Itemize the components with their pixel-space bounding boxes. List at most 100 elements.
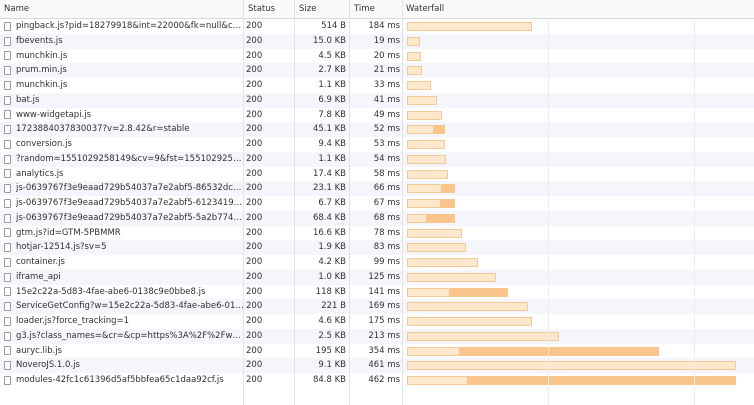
table-row[interactable]: loader.js?force_tracking=1 200 4.6 KB 175 m… [0,314,754,329]
request-status: 200 [246,257,263,267]
waterfall-receive-bar [441,184,455,194]
waterfall-cell [404,137,754,152]
table-row[interactable]: munchkin.js 200 4.5 KB 20 ms [0,49,754,64]
waterfall-wait-bar [407,361,737,371]
waterfall-receive-bar [449,287,508,297]
table-row[interactable]: prum.min.js 200 2.7 KB 21 ms [0,63,754,78]
table-row[interactable]: 1723884037830037?v=2.8.42&r=stable 200 45.… [0,122,754,137]
request-size: 1.1 KB [318,80,346,90]
column-header-name[interactable]: Name [4,4,30,14]
request-size: 16.6 KB [312,227,346,238]
table-row[interactable]: pingback.js?pid=18279918&int=22000&fk=nu… [0,19,754,34]
request-name: gtm.js?id=GTM-5PBMMR [16,227,121,238]
file-icon [4,346,11,356]
request-name: conversion.js [16,139,72,149]
request-name-cell: hotjar-12514.js?sv=5 [0,240,244,255]
table-row[interactable]: www-widgetapi.js 200 7.8 KB 49 ms [0,108,754,123]
waterfall-wait-bar [407,51,421,61]
waterfall-cell [404,285,754,300]
table-row[interactable]: g3.js?class_names=&cr=&cp=https%3A%2F%2F… [0,328,754,344]
file-icon [4,257,11,267]
request-name-cell: auryc.lib.js [0,344,244,359]
request-name: NoveroJS.1.0.js [16,360,80,371]
file-icon [4,243,11,253]
request-name: 15e2c22a-5d83-4fae-abe6-0138c9e0bbe8.js [16,286,206,297]
request-size: 6.9 KB [318,94,346,105]
request-name-cell: gtm.js?id=GTM-5PBMMR [0,226,244,241]
waterfall-cell [404,63,754,78]
table-row[interactable]: gtm.js?id=GTM-5PBMMR 200 16.6 KB 78 ms [0,226,754,241]
table-row[interactable]: 15e2c22a-5d83-4fae-abe6-0138c9e0bbe8.js 2… [0,285,754,300]
table-row[interactable]: ?random=1551029258149&cv=9&fst=155102925… [0,151,754,167]
waterfall-receive-bar [466,376,737,385]
request-name-cell: fbevents.js [0,34,244,49]
request-name: js-0639767f3e9eaad729b54037a7e2abf5-6123… [16,198,244,208]
table-row[interactable]: js-0639767f3e9eaad729b54037a7e2abf5-8653… [0,181,754,196]
request-name: container.js [16,257,65,267]
table-row[interactable]: munchkin.js 200 1.1 KB 33 ms [0,78,754,93]
waterfall-wait-bar [407,258,478,267]
waterfall-cell [404,270,754,285]
table-row[interactable]: fbevents.js 200 15.0 KB 19 ms [0,33,754,49]
file-icon [4,228,11,238]
request-size: 6.7 KB [318,198,346,208]
file-icon [4,139,11,149]
request-name: g3.js?class_names=&cr=&cp=https%3A%2F%2F… [16,330,244,341]
request-name-cell: ?random=1551029258149&cv=9&fst=155102925… [0,152,244,167]
table-row[interactable]: NoveroJS.1.0.js 200 9.1 KB 461 ms [0,358,754,373]
request-time: 52 ms [373,124,400,135]
table-row[interactable]: iframe_api 200 1.0 KB 125 ms [0,269,754,285]
request-size: 514 B [321,21,346,31]
request-size: 4.6 KB [318,316,346,326]
request-time: 68 ms [373,212,400,223]
request-name: auryc.lib.js [16,345,63,356]
table-row[interactable]: ServiceGetConfig?w=15e2c22a-5d83-4fae-ab… [0,299,754,314]
table-row[interactable]: bat.js 200 6.9 KB 41 ms [0,92,754,108]
column-header-size[interactable]: Size [299,4,317,14]
request-time: 49 ms [373,109,400,120]
request-name-cell: munchkin.js [0,49,244,64]
request-status: 200 [246,286,263,297]
request-time: 78 ms [373,227,400,238]
table-row[interactable]: analytics.js 200 17.4 KB 58 ms [0,167,754,182]
request-size: 118 KB [315,286,346,297]
column-header-time[interactable]: Time [354,4,375,14]
request-status: 200 [246,21,263,31]
request-size: 221 B [321,301,346,312]
request-time: 83 ms [373,242,400,253]
table-row[interactable]: js-0639767f3e9eaad729b54037a7e2abf5-6123… [0,196,754,211]
request-status: 200 [246,360,263,371]
column-header-status[interactable]: Status [248,4,276,14]
waterfall-wait-bar [407,331,559,341]
waterfall-receive-bar [432,125,445,135]
waterfall-cell [404,299,754,314]
table-row[interactable]: modules-42fc1c61396d5af5bbfea65c1daa92cf… [0,373,754,388]
waterfall-receive-bar [425,213,456,223]
request-status: 200 [246,183,263,194]
request-name-cell: pingback.js?pid=18279918&int=22000&fk=nu… [0,19,244,34]
waterfall-cell [404,373,754,388]
request-time: 462 ms [368,375,400,385]
waterfall-cell [404,93,754,108]
file-icon [4,110,11,120]
waterfall-cell [404,344,754,359]
request-time: 53 ms [373,139,400,149]
waterfall-wait-bar [407,272,497,282]
waterfall-cell [404,78,754,93]
request-name-cell: analytics.js [0,167,244,182]
table-row[interactable]: conversion.js 200 9.4 KB 53 ms [0,137,754,152]
table-row[interactable]: auryc.lib.js 200 195 KB 354 ms [0,344,754,359]
waterfall-cell [404,196,754,211]
waterfall-cell [404,211,754,226]
request-name: pingback.js?pid=18279918&int=22000&fk=nu… [16,21,244,31]
waterfall-wait-bar [407,81,431,90]
column-header-waterfall[interactable]: Waterfall [406,4,445,14]
table-row[interactable]: container.js 200 4.2 KB 99 ms [0,255,754,270]
request-status: 200 [246,139,263,149]
table-row[interactable]: hotjar-12514.js?sv=5 200 1.9 KB 83 ms [0,240,754,255]
request-time: 54 ms [373,153,400,164]
table-row[interactable]: js-0639767f3e9eaad729b54037a7e2abf5-5a2b… [0,210,754,226]
request-size: 7.8 KB [318,109,346,120]
request-status: 200 [246,50,263,61]
